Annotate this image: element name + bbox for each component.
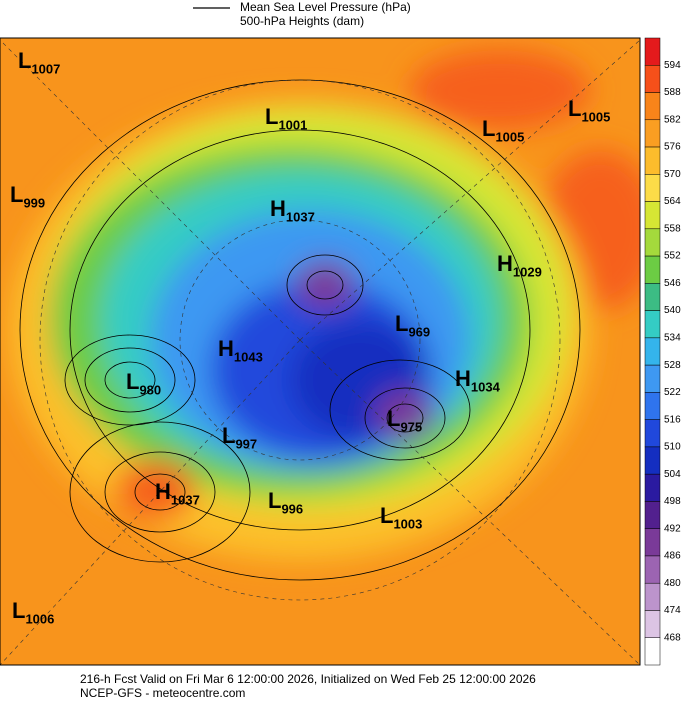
colorbar-box bbox=[644, 92, 661, 121]
center-letter: H bbox=[455, 366, 471, 391]
center-value: 1037 bbox=[286, 209, 315, 224]
colorbar-tick-label: 498 bbox=[664, 496, 681, 507]
colorbar-tick-label: 540 bbox=[664, 305, 681, 316]
colorbar-tick-label: 492 bbox=[664, 523, 681, 534]
colorbar-tick-label: 546 bbox=[664, 278, 681, 289]
center-value: 1034 bbox=[471, 379, 501, 394]
colorbar-tick-label: 534 bbox=[664, 333, 681, 344]
center-letter: H bbox=[270, 196, 286, 221]
map-frame bbox=[0, 37, 641, 666]
colorbar-tick-label: 516 bbox=[664, 414, 681, 425]
center-letter: L bbox=[18, 48, 31, 73]
colorbar-tick-label: 582 bbox=[664, 114, 681, 125]
legend-text: 500-hPa Heights (dam) bbox=[240, 14, 364, 28]
center-value: 1043 bbox=[234, 349, 263, 364]
center-letter: H bbox=[155, 479, 171, 504]
center-letter: L bbox=[222, 423, 235, 448]
center-letter: L bbox=[126, 369, 139, 394]
colorbar-tick-label: 480 bbox=[664, 578, 681, 589]
map bbox=[0, 38, 640, 665]
center-value: 1005 bbox=[581, 109, 610, 124]
colorbar-box bbox=[644, 283, 661, 311]
center-value: 975 bbox=[400, 419, 422, 434]
colorbar-tick-label: 594 bbox=[664, 60, 681, 71]
center-value: 1007 bbox=[31, 61, 60, 76]
colorbar-tick-label: 564 bbox=[664, 196, 681, 207]
colorbar-tick-label: 474 bbox=[664, 605, 681, 616]
center-value: 1037 bbox=[171, 492, 200, 507]
colorbar-tick-label: 510 bbox=[664, 442, 681, 453]
colorbar-box bbox=[644, 65, 661, 93]
colorbar-box bbox=[644, 228, 661, 257]
height-field bbox=[10, 50, 640, 560]
colorbar-tick-label: 504 bbox=[664, 469, 681, 480]
colorbar-box bbox=[644, 255, 661, 284]
center-value: 996 bbox=[281, 501, 303, 516]
colorbar-box bbox=[644, 637, 661, 666]
center-value: 980 bbox=[139, 382, 161, 397]
colorbar-box bbox=[644, 446, 661, 475]
center-letter: L bbox=[387, 406, 400, 431]
center-value: 1003 bbox=[393, 516, 422, 531]
colorbar-tick-label: 570 bbox=[664, 169, 681, 180]
colorbar-tick-label: 528 bbox=[664, 360, 681, 371]
center-letter: H bbox=[497, 251, 513, 276]
center-value: 999 bbox=[23, 195, 45, 210]
colorbar-box bbox=[644, 555, 661, 584]
colorbar-box bbox=[644, 310, 661, 339]
colorbar-box bbox=[644, 473, 661, 502]
center-value: 1029 bbox=[513, 264, 542, 279]
center-letter: L bbox=[268, 488, 281, 513]
center-letter: L bbox=[380, 503, 393, 528]
colorbar-tick-label: 468 bbox=[664, 632, 681, 643]
center-letter: L bbox=[482, 116, 495, 141]
colorbar-box bbox=[644, 146, 661, 175]
colorbar-tick-label: 552 bbox=[664, 251, 681, 262]
center-value: 997 bbox=[235, 436, 257, 451]
center-value: 1001 bbox=[278, 117, 307, 132]
center-value: 1006 bbox=[25, 611, 54, 626]
colorbar-box bbox=[644, 501, 661, 529]
legend-text: Mean Sea Level Pressure (hPa) bbox=[240, 0, 411, 14]
colorbar-tick-label: 576 bbox=[664, 142, 681, 153]
colorbar-tick-label: 558 bbox=[664, 223, 681, 234]
colorbar-box bbox=[644, 201, 661, 230]
center-letter: L bbox=[10, 182, 23, 207]
colorbar-box bbox=[644, 528, 661, 557]
colorbar-box bbox=[644, 392, 661, 420]
colorbar-box bbox=[644, 582, 661, 611]
graticule bbox=[0, 39, 640, 665]
footer-text: NCEP-GFS - meteocentre.com bbox=[80, 686, 245, 700]
center-value: 969 bbox=[408, 324, 430, 339]
colorbar-box bbox=[644, 174, 661, 202]
center-value: 1005 bbox=[495, 129, 524, 144]
colorbar-box bbox=[644, 419, 661, 448]
colorbar-box bbox=[644, 37, 661, 66]
colorbar-box bbox=[644, 337, 661, 366]
colorbar-box bbox=[644, 610, 661, 638]
center-letter: L bbox=[12, 598, 25, 623]
center-letter: H bbox=[218, 336, 234, 361]
center-letter: L bbox=[265, 104, 278, 129]
colorbar-tick-label: 588 bbox=[664, 87, 681, 98]
colorbar-box bbox=[644, 119, 661, 148]
colorbar-tick-label: 522 bbox=[664, 387, 681, 398]
center-letter: L bbox=[568, 96, 581, 121]
colorbar-box bbox=[644, 364, 661, 393]
center-letter: L bbox=[395, 311, 408, 336]
footer-text: 216-h Fcst Valid on Fri Mar 6 12:00:00 2… bbox=[80, 672, 536, 686]
colorbar-tick-label: 486 bbox=[664, 551, 681, 562]
